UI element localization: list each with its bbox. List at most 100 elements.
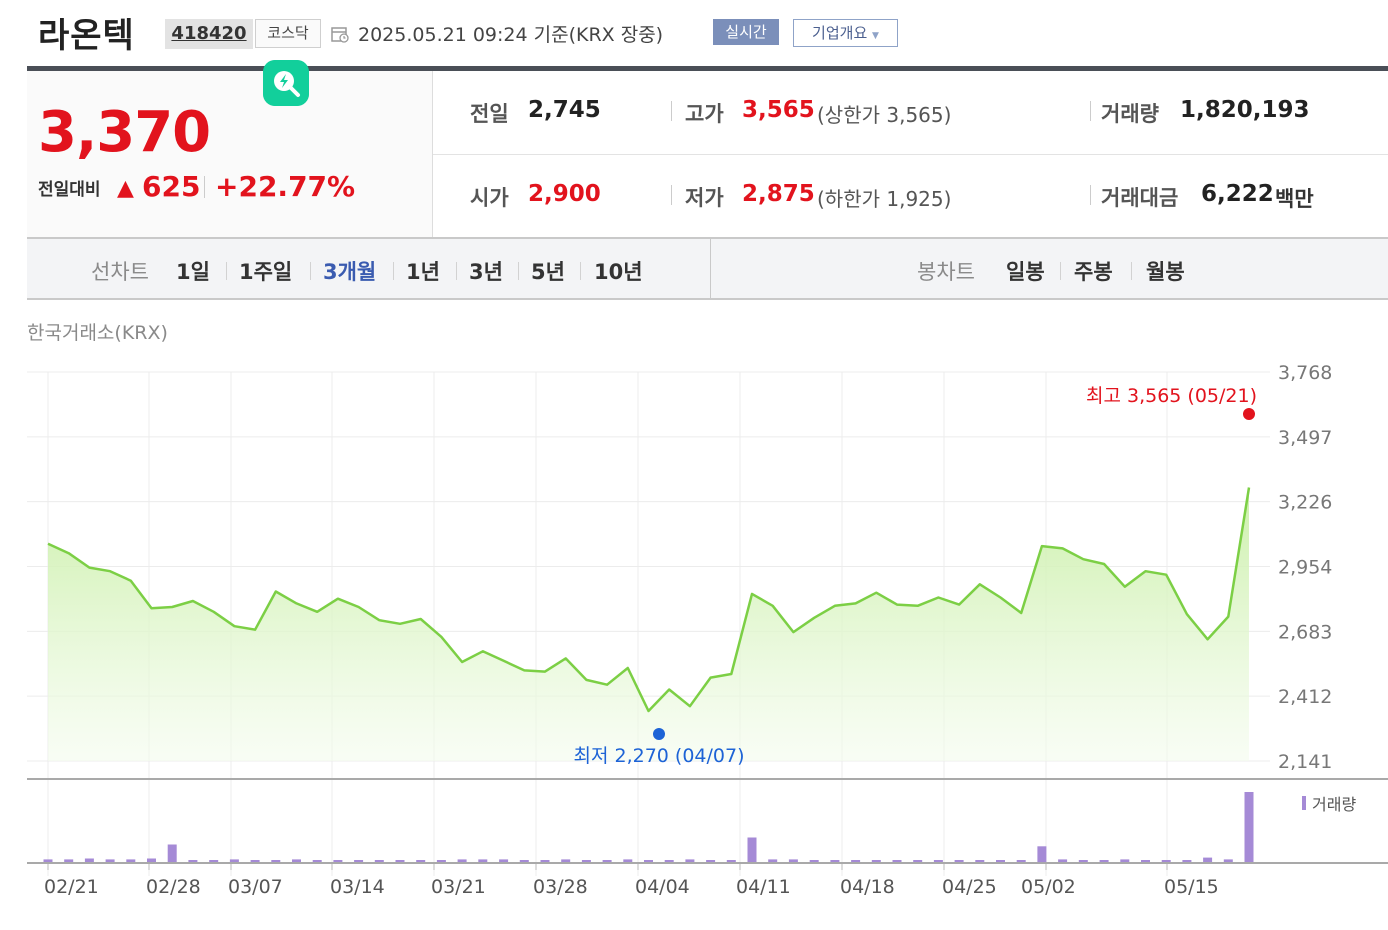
line-chart-label: 선차트 bbox=[91, 260, 149, 284]
volume-bar bbox=[436, 860, 446, 862]
x-tick-label: 03/07 bbox=[228, 876, 283, 898]
x-tick-label: 04/04 bbox=[635, 876, 690, 898]
up-triangle-icon: ▲ bbox=[117, 176, 134, 201]
volume-bar bbox=[975, 860, 985, 862]
range-bar-border bbox=[27, 237, 1388, 239]
range-1w[interactable]: 1주일 bbox=[239, 260, 293, 284]
divider bbox=[1090, 185, 1091, 205]
header-divider bbox=[27, 66, 1388, 71]
volume-bar bbox=[644, 860, 653, 862]
low-marker bbox=[653, 728, 665, 740]
volume-bar bbox=[209, 860, 219, 862]
company-info-label: 기업개요 bbox=[812, 24, 868, 42]
change-label: 전일대비 bbox=[38, 180, 101, 200]
volume-value: 1,820,193 bbox=[1180, 97, 1310, 123]
volume-bar bbox=[726, 860, 736, 862]
y-tick-label: 2,683 bbox=[1278, 621, 1332, 643]
current-price: 3,370 bbox=[38, 100, 211, 165]
stock-code: 418420 bbox=[165, 19, 253, 49]
x-tick-label: 04/11 bbox=[736, 876, 791, 898]
high-marker bbox=[1243, 408, 1255, 420]
trade-value-unit: 백만 bbox=[1275, 187, 1314, 211]
volume-bar bbox=[602, 860, 612, 862]
range-1y[interactable]: 1년 bbox=[406, 260, 440, 284]
volume-bar bbox=[830, 860, 840, 862]
volume-bar bbox=[395, 860, 405, 862]
divider bbox=[226, 262, 227, 280]
range-3y[interactable]: 3년 bbox=[469, 260, 503, 284]
candle-monthly[interactable]: 월봉 bbox=[1146, 260, 1185, 284]
upper-limit-text: (상한가 3,565) bbox=[817, 103, 952, 127]
low-value: 2,875 bbox=[742, 181, 815, 207]
realtime-badge[interactable]: 실시간 bbox=[713, 19, 779, 45]
volume-bar bbox=[292, 859, 301, 862]
divider bbox=[204, 176, 205, 198]
y-tick-label: 3,497 bbox=[1278, 427, 1332, 449]
volume-bar bbox=[1099, 860, 1109, 862]
volume-bar bbox=[333, 860, 343, 862]
divider bbox=[518, 262, 519, 280]
divider bbox=[310, 262, 311, 280]
volume-bar bbox=[354, 860, 364, 862]
volume-bar bbox=[188, 860, 198, 862]
company-name: 라온텍 bbox=[38, 16, 135, 56]
candle-daily[interactable]: 일봉 bbox=[1006, 260, 1045, 284]
volume-bar bbox=[457, 859, 467, 862]
trade-value-label: 거래대금 bbox=[1101, 186, 1179, 210]
volume-bar bbox=[229, 859, 239, 862]
volume-legend-label: 거래량 bbox=[1312, 795, 1356, 814]
x-tick-label: 05/02 bbox=[1021, 876, 1076, 898]
candle-chart-label: 봉차트 bbox=[917, 260, 975, 284]
caret-down-icon: ▼ bbox=[872, 31, 879, 41]
volume-label: 거래량 bbox=[1101, 102, 1159, 126]
market-badge: 코스닥 bbox=[255, 19, 321, 48]
volume-legend-swatch bbox=[1302, 796, 1306, 810]
volume-bar bbox=[271, 860, 281, 862]
volume-bar bbox=[64, 859, 74, 862]
volume-bar bbox=[43, 859, 53, 862]
company-info-button[interactable]: 기업개요 ▼ bbox=[793, 19, 898, 47]
x-tick-label: 02/28 bbox=[146, 876, 201, 898]
range-1d[interactable]: 1일 bbox=[176, 260, 210, 284]
volume-bar bbox=[1141, 860, 1150, 862]
y-tick-label: 3,768 bbox=[1278, 362, 1332, 384]
price-box bbox=[27, 71, 433, 238]
volume-bar bbox=[416, 860, 426, 862]
high-annotation: 최고 3,565 (05/21) bbox=[1086, 385, 1257, 407]
volume-bar bbox=[1120, 859, 1130, 862]
volume-bar bbox=[105, 859, 115, 862]
x-tick-label: 04/18 bbox=[840, 876, 895, 898]
exchange-label: 한국거래소(KRX) bbox=[27, 322, 168, 344]
x-tick-label: 03/21 bbox=[431, 876, 486, 898]
divider bbox=[393, 262, 394, 280]
open-label: 시가 bbox=[470, 186, 509, 210]
volume-bar bbox=[892, 860, 902, 862]
candle-weekly[interactable]: 주봉 bbox=[1074, 260, 1113, 284]
volume-bar bbox=[478, 859, 488, 862]
low-annotation: 최저 2,270 (04/07) bbox=[573, 745, 744, 767]
range-5y[interactable]: 5년 bbox=[531, 260, 565, 284]
low-label: 저가 bbox=[685, 186, 724, 210]
volume-bar bbox=[706, 860, 716, 862]
volume-bar bbox=[1161, 860, 1171, 862]
volume-bar bbox=[933, 860, 943, 862]
volume-bar bbox=[871, 860, 881, 862]
volume-bar bbox=[250, 860, 260, 862]
price-area bbox=[48, 487, 1249, 761]
prev-close-label: 전일 bbox=[470, 102, 509, 126]
volume-bar bbox=[954, 860, 964, 862]
x-tick-label: 02/21 bbox=[44, 876, 99, 898]
range-3m[interactable]: 3개월 bbox=[323, 260, 377, 284]
volume-bar bbox=[374, 860, 384, 862]
divider bbox=[1060, 262, 1061, 280]
quick-search-icon[interactable] bbox=[263, 60, 309, 106]
y-tick-label: 2,412 bbox=[1278, 686, 1332, 708]
date-text: 2025.05.21 09:24 기준(KRX 장중) bbox=[358, 24, 664, 46]
volume-bar bbox=[1016, 860, 1026, 862]
range-10y[interactable]: 10년 bbox=[594, 260, 643, 284]
volume-bar bbox=[788, 859, 798, 862]
volume-bar bbox=[1078, 860, 1088, 862]
x-tick-label: 03/14 bbox=[330, 876, 385, 898]
x-tick-label: 04/25 bbox=[942, 876, 997, 898]
